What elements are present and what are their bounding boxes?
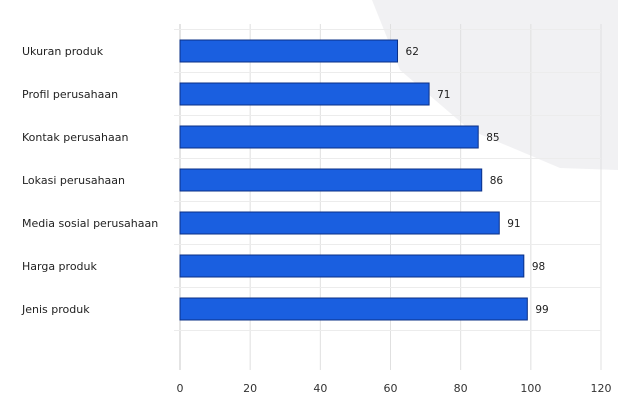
data-label: 62 xyxy=(406,46,419,58)
data-label: 91 xyxy=(507,218,520,230)
x-tick-label: 100 xyxy=(520,382,541,395)
labels: 0 20 40 60 80 100 120 Ukuran produk 62 Profil per… xyxy=(21,45,612,395)
bar xyxy=(179,254,525,278)
category-label: Ukuran produk xyxy=(22,45,104,58)
bar xyxy=(179,297,528,321)
bar xyxy=(179,82,430,106)
x-tick-label: 120 xyxy=(591,382,612,395)
data-label: 99 xyxy=(535,304,548,316)
x-tick-label: 40 xyxy=(313,382,327,395)
category-label: Profil perusahaan xyxy=(22,88,118,101)
bar xyxy=(179,168,483,192)
category-label: Lokasi perusahaan xyxy=(22,174,125,187)
data-label: 98 xyxy=(532,261,545,273)
background-decoration xyxy=(372,0,618,170)
bar xyxy=(179,39,399,63)
data-label: 86 xyxy=(490,175,504,187)
data-label: 71 xyxy=(437,89,450,101)
x-tick-label: 60 xyxy=(384,382,398,395)
data-label: 85 xyxy=(486,132,499,144)
x-tick-label: 0 xyxy=(177,382,184,395)
bar xyxy=(179,211,500,235)
bars xyxy=(179,39,528,321)
category-label: Harga produk xyxy=(22,260,98,273)
x-tick-label: 20 xyxy=(243,382,257,395)
bar xyxy=(179,125,479,149)
x-tick-label: 80 xyxy=(454,382,468,395)
category-label: Media sosial perusahaan xyxy=(22,217,158,230)
category-label: Jenis produk xyxy=(21,303,90,316)
category-label: Kontak perusahaan xyxy=(22,131,128,144)
